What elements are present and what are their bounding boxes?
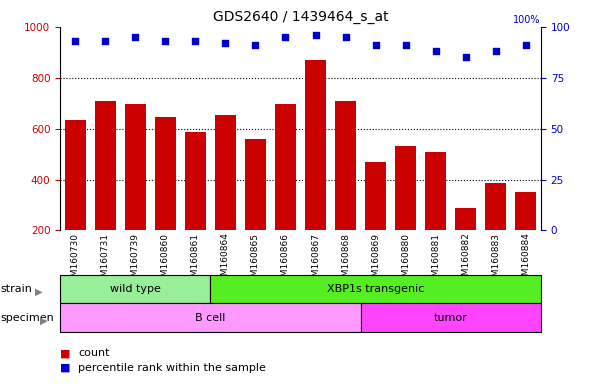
Text: GSM160860: GSM160860 <box>161 233 169 288</box>
Point <box>70 38 80 44</box>
Bar <box>395 146 416 230</box>
Bar <box>125 104 145 230</box>
FancyBboxPatch shape <box>60 303 361 332</box>
Point <box>100 38 110 44</box>
Text: GSM160739: GSM160739 <box>131 233 139 288</box>
FancyBboxPatch shape <box>60 275 210 303</box>
Bar <box>305 60 326 230</box>
Point <box>371 42 380 48</box>
Bar <box>185 132 206 230</box>
Text: ▶: ▶ <box>40 316 47 326</box>
Bar <box>155 117 175 230</box>
Text: GSM160881: GSM160881 <box>432 233 440 288</box>
Bar <box>456 207 476 230</box>
Text: 100%: 100% <box>513 15 541 25</box>
Text: GSM160869: GSM160869 <box>371 233 380 288</box>
Text: ▶: ▶ <box>35 287 42 297</box>
Text: strain: strain <box>1 284 32 294</box>
Text: ■: ■ <box>60 363 70 373</box>
Bar <box>215 115 236 230</box>
Bar <box>426 152 446 230</box>
Point <box>281 34 290 40</box>
Text: GSM160866: GSM160866 <box>281 233 290 288</box>
Text: percentile rank within the sample: percentile rank within the sample <box>78 363 266 373</box>
Point <box>491 48 501 55</box>
Text: ■: ■ <box>60 348 70 358</box>
Bar <box>275 104 296 230</box>
Point <box>341 34 350 40</box>
Text: GSM160867: GSM160867 <box>311 233 320 288</box>
FancyBboxPatch shape <box>361 303 541 332</box>
Text: GSM160882: GSM160882 <box>462 233 470 288</box>
Text: GSM160864: GSM160864 <box>221 233 230 288</box>
Point <box>160 38 170 44</box>
Bar <box>245 139 266 230</box>
Text: XBP1s transgenic: XBP1s transgenic <box>327 284 424 294</box>
Bar <box>95 101 115 230</box>
FancyBboxPatch shape <box>210 275 541 303</box>
Text: tumor: tumor <box>434 313 468 323</box>
Bar <box>485 183 506 230</box>
Point <box>221 40 230 46</box>
Point <box>191 38 200 44</box>
Text: GSM160880: GSM160880 <box>401 233 410 288</box>
Point <box>521 42 531 48</box>
Text: wild type: wild type <box>110 284 160 294</box>
Point <box>461 55 471 61</box>
Point <box>431 48 441 55</box>
Text: GSM160868: GSM160868 <box>341 233 350 288</box>
Bar <box>365 162 386 230</box>
Point <box>251 42 260 48</box>
Text: B cell: B cell <box>195 313 225 323</box>
Text: GSM160865: GSM160865 <box>251 233 260 288</box>
Bar <box>65 120 85 230</box>
Point <box>130 34 140 40</box>
Text: GSM160730: GSM160730 <box>71 233 79 288</box>
Point <box>401 42 410 48</box>
Text: GSM160884: GSM160884 <box>522 233 530 288</box>
Bar <box>515 192 536 230</box>
Text: GDS2640 / 1439464_s_at: GDS2640 / 1439464_s_at <box>213 10 388 23</box>
Bar <box>335 101 356 230</box>
Text: GSM160731: GSM160731 <box>101 233 109 288</box>
Point <box>311 32 320 38</box>
Text: count: count <box>78 348 109 358</box>
Text: GSM160861: GSM160861 <box>191 233 200 288</box>
Text: GSM160883: GSM160883 <box>492 233 500 288</box>
Text: specimen: specimen <box>1 313 54 323</box>
